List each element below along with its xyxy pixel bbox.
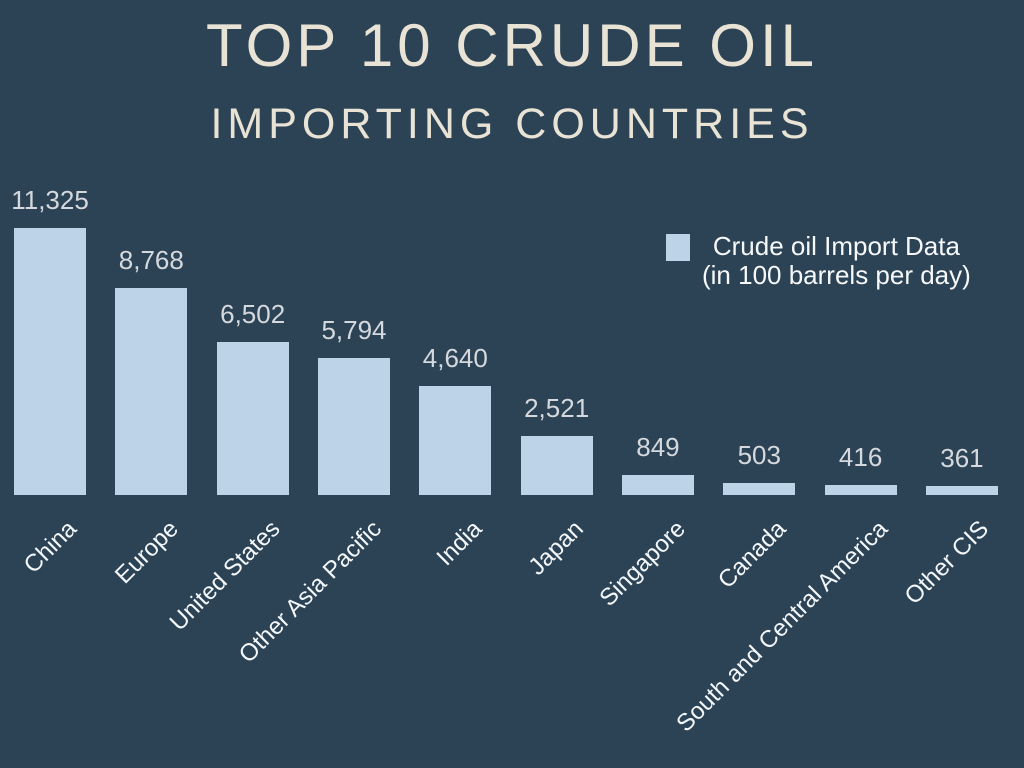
bar xyxy=(824,485,897,495)
category-label: India xyxy=(431,515,488,572)
legend-swatch xyxy=(666,234,690,261)
bar-value-label: 4,640 xyxy=(422,343,488,373)
bar xyxy=(419,386,492,495)
legend-label-line1: Crude oil Import Data xyxy=(712,231,960,261)
chart-title-line2: IMPORTING COUNTRIES xyxy=(210,100,814,148)
chart-title: TOP 10 CRUDE OIL IMPORTING COUNTRIES xyxy=(0,12,1024,149)
bar-value-label: 849 xyxy=(636,432,680,462)
category-label: Japan xyxy=(523,515,590,581)
chart-legend: Crude oil Import Data (in 100 barrels pe… xyxy=(666,232,971,290)
bar-value-label: 503 xyxy=(737,440,781,470)
bar-value-label: 416 xyxy=(838,442,883,472)
bar-value-label: 5,794 xyxy=(321,315,387,345)
legend-label-line2: (in 100 barrels per day) xyxy=(702,260,971,290)
bar xyxy=(520,436,593,495)
bar-value-label: 11,325 xyxy=(11,185,89,215)
bar-value-label: 8,768 xyxy=(118,245,184,275)
category-label: Other CIS xyxy=(899,515,995,610)
category-label: China xyxy=(18,515,83,579)
bar-value-label: 2,521 xyxy=(524,393,590,423)
category-label: Canada xyxy=(713,515,792,594)
legend-label: Crude oil Import Data (in 100 barrels pe… xyxy=(702,232,971,290)
category-label: Europe xyxy=(109,515,184,590)
category-label: South and Central America xyxy=(671,515,894,738)
bar xyxy=(14,228,86,495)
category-label: Singapore xyxy=(593,515,691,612)
bar xyxy=(723,483,796,495)
bar-value-label: 361 xyxy=(940,443,984,473)
bar xyxy=(317,358,390,495)
bar xyxy=(216,342,289,495)
bar xyxy=(621,475,694,495)
bar xyxy=(925,486,998,495)
chart-title-line1: TOP 10 CRUDE OIL xyxy=(206,12,818,79)
bar-value-label: 6,502 xyxy=(220,299,286,329)
bar xyxy=(115,288,188,495)
